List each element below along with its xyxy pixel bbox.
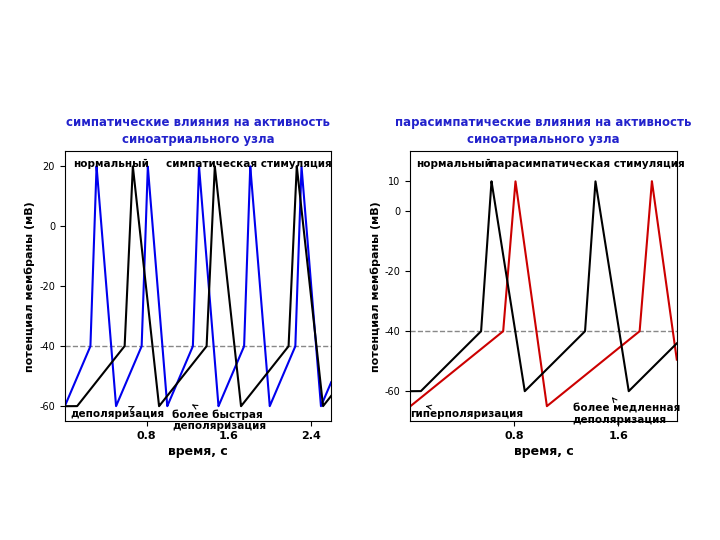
- Text: парасимпатическая стимуляция: парасимпатическая стимуляция: [490, 159, 685, 170]
- Text: нормальный: нормальный: [73, 159, 148, 170]
- Y-axis label: потенциал мембраны (мВ): потенциал мембраны (мВ): [24, 201, 35, 372]
- Text: симпатическая стимуляция: симпатическая стимуляция: [166, 159, 332, 170]
- Text: более медленная
деполяризация: более медленная деполяризация: [573, 398, 680, 425]
- Text: нормальный: нормальный: [415, 159, 492, 170]
- Text: деполяризация: деполяризация: [70, 407, 164, 419]
- Title: парасимпатические влияния на активность
синоатриального узла: парасимпатические влияния на активность …: [395, 116, 692, 146]
- X-axis label: время, с: время, с: [168, 445, 228, 458]
- X-axis label: время, с: время, с: [514, 445, 573, 458]
- Title: симпатические влияния на активность
синоатриального узла: симпатические влияния на активность сино…: [66, 116, 330, 146]
- Y-axis label: потенциал мембраны (мВ): потенциал мембраны (мВ): [370, 201, 381, 372]
- Text: гиперполяризация: гиперполяризация: [410, 405, 523, 419]
- Text: более быстрая
деполяризация: более быстрая деполяризация: [172, 405, 266, 431]
